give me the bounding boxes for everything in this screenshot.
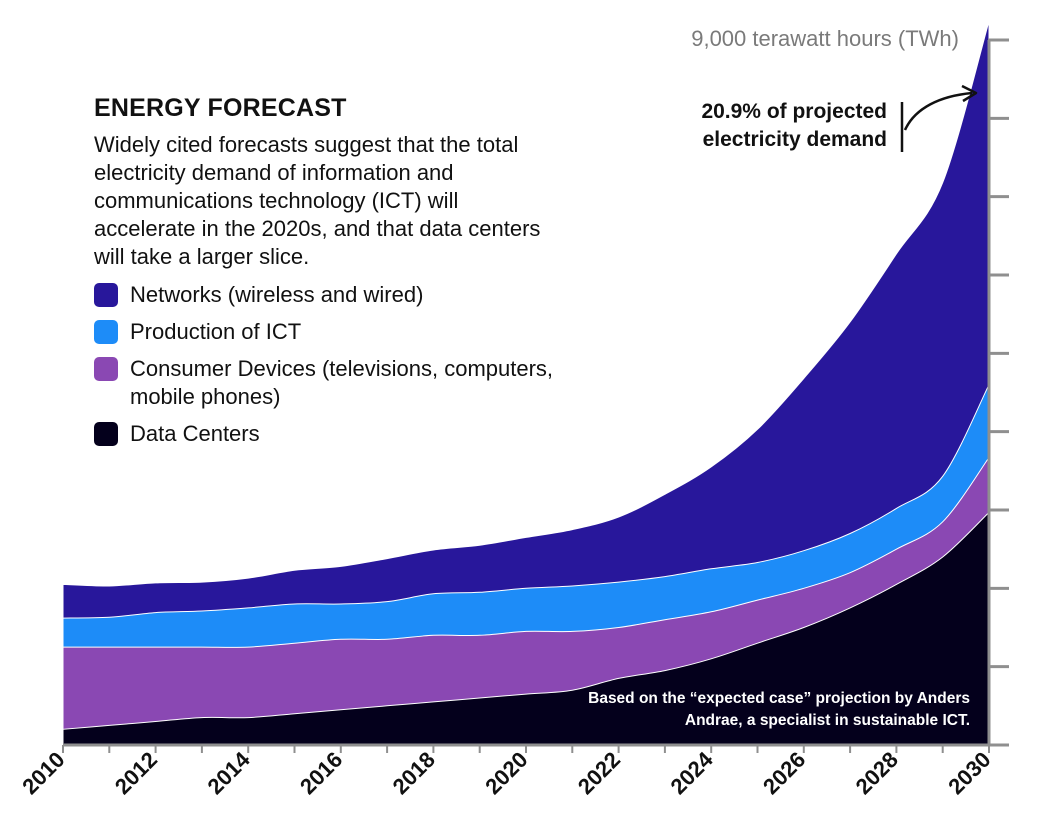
x-tick-label: 2026: [758, 747, 810, 799]
x-tick-label: 2014: [202, 746, 255, 799]
legend-item-production: Production of ICT: [94, 318, 564, 346]
callout-arrow-icon: [900, 84, 978, 152]
x-axis: 2010 2012 2014 2016 2018 2020 2022 2024 2026 2028…: [17, 743, 996, 799]
legend-item-datacenters: Data Centers: [94, 420, 564, 448]
source-note: Based on the “expected case” projection …: [588, 690, 970, 729]
callout-text: 20.9% of projected electricity demand: [701, 100, 887, 151]
arrowhead-icon: [961, 84, 978, 103]
stacked-areas: [62, 21, 990, 746]
legend-item-consumer: Consumer Devices (televisions, computers…: [94, 355, 564, 411]
chart-title: ENERGY FORECAST: [94, 94, 347, 122]
chart-description: Widely cited forecasts suggest that the …: [94, 132, 541, 269]
swatch-production: [94, 320, 118, 344]
legend-label-datacenters: Data Centers: [130, 421, 260, 446]
x-tick-label: 2016: [295, 747, 347, 799]
y-axis: [987, 38, 1009, 747]
x-tick-label: 2022: [573, 747, 625, 799]
info-panel: ENERGY FORECAST Widely cited forecasts s…: [94, 94, 564, 457]
legend: Networks (wireless and wired) Production…: [94, 281, 564, 448]
legend-label-production: Production of ICT: [130, 319, 302, 344]
legend-label-consumer: Consumer Devices (televisions, computers…: [130, 356, 554, 409]
swatch-networks: [94, 283, 118, 307]
y-axis-top-label: 9,000 terawatt hours (TWh): [691, 26, 959, 51]
x-tick-label: 2030: [943, 747, 995, 799]
x-tick-label: 2024: [665, 746, 718, 799]
swatch-datacenters: [94, 422, 118, 446]
x-tick-label: 2028: [851, 747, 903, 799]
x-tick-label: 2018: [388, 747, 440, 799]
area-data: [62, 511, 990, 746]
x-tick-label: 2010: [17, 747, 69, 799]
x-tick-label: 2012: [110, 747, 162, 799]
legend-label-networks: Networks (wireless and wired): [130, 282, 424, 307]
legend-item-networks: Networks (wireless and wired): [94, 281, 564, 309]
x-tick-label: 2020: [480, 747, 532, 799]
swatch-consumer: [94, 357, 118, 381]
callout-curve: [903, 91, 973, 131]
